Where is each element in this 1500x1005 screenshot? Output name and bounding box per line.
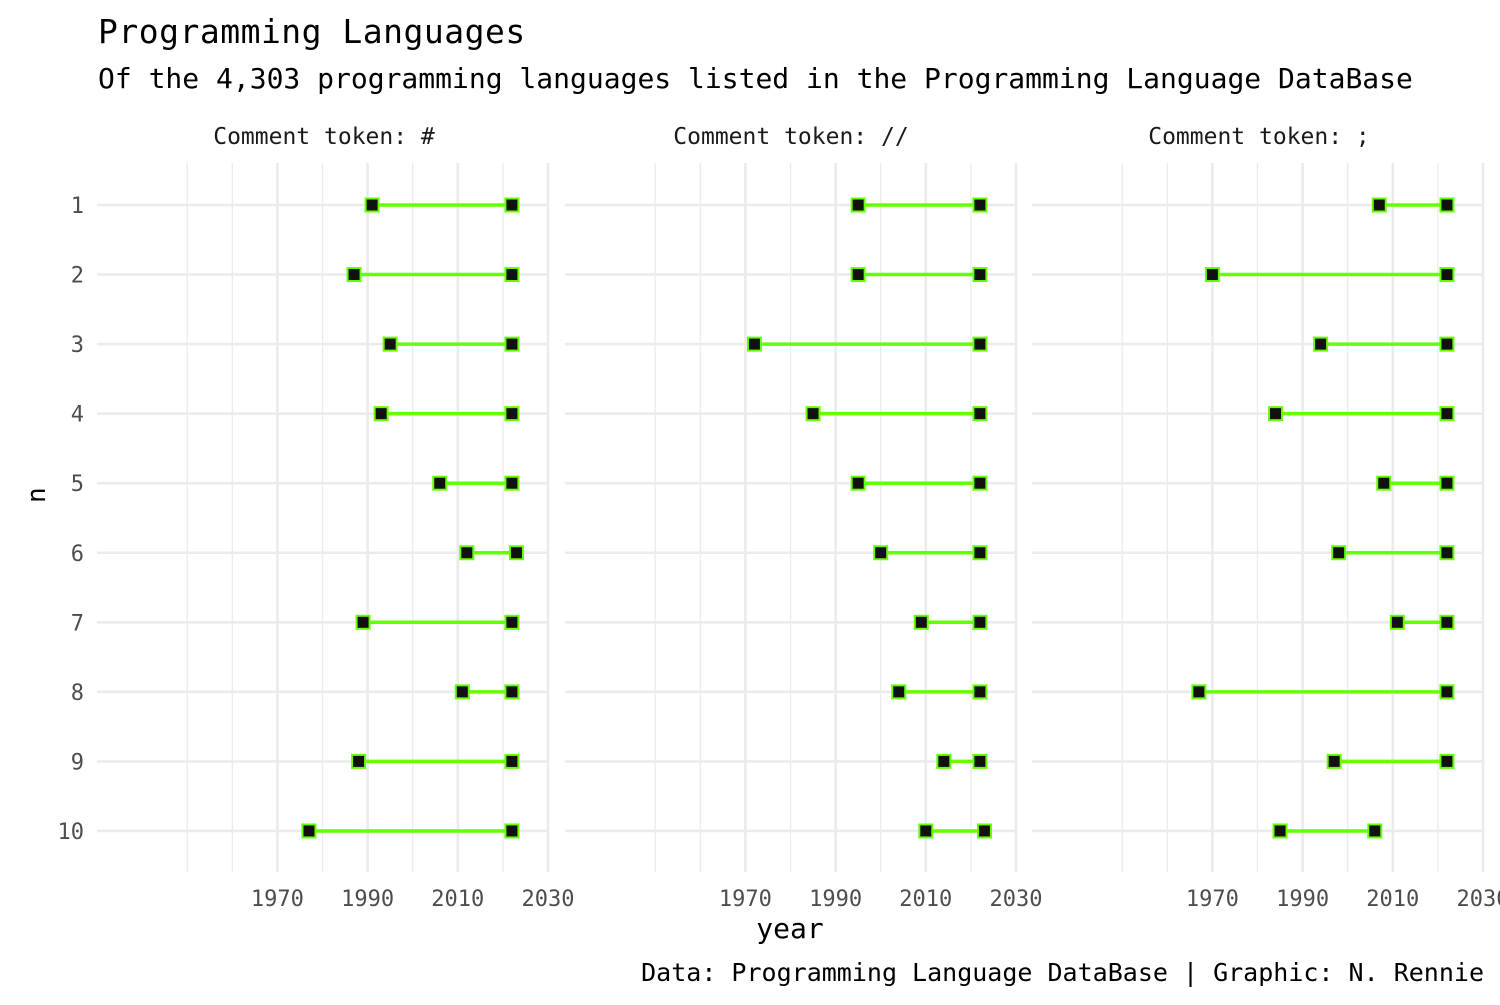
x-tick-label: 2010 bbox=[1366, 887, 1419, 912]
end-point bbox=[1439, 336, 1455, 352]
x-tick-label: 2030 bbox=[1457, 887, 1500, 912]
start-point bbox=[301, 823, 317, 839]
end-point bbox=[504, 753, 520, 769]
facet-strip-hash: Comment token: # bbox=[213, 124, 435, 150]
end-point bbox=[972, 545, 988, 561]
end-point bbox=[972, 614, 988, 630]
y-tick-label: 4 bbox=[71, 403, 84, 428]
end-point bbox=[972, 197, 988, 213]
y-tick-label: 3 bbox=[71, 333, 84, 358]
x-tick-label: 1990 bbox=[341, 887, 394, 912]
x-tick-label: 1970 bbox=[251, 887, 304, 912]
y-tick-label: 8 bbox=[71, 681, 84, 706]
start-point bbox=[805, 406, 821, 422]
end-point bbox=[504, 267, 520, 283]
end-point bbox=[1439, 267, 1455, 283]
start-point bbox=[850, 475, 866, 491]
y-tick-label: 1 bbox=[71, 194, 84, 219]
start-point bbox=[873, 545, 889, 561]
facet-strip-slashes: Comment token: // bbox=[673, 124, 909, 150]
end-point bbox=[504, 614, 520, 630]
start-point bbox=[364, 197, 380, 213]
end-point bbox=[504, 684, 520, 700]
start-point bbox=[454, 684, 470, 700]
x-tick-label: 1990 bbox=[809, 887, 862, 912]
end-point bbox=[1367, 823, 1383, 839]
x-tick-label: 2010 bbox=[899, 887, 952, 912]
end-point bbox=[976, 823, 992, 839]
chart-subtitle: Of the 4,303 programming languages liste… bbox=[98, 62, 1413, 95]
y-axis-title: n bbox=[22, 487, 52, 503]
start-point bbox=[850, 267, 866, 283]
start-point bbox=[1376, 475, 1392, 491]
start-point bbox=[1313, 336, 1329, 352]
end-point bbox=[972, 406, 988, 422]
end-point bbox=[1439, 406, 1455, 422]
y-tick-label: 7 bbox=[71, 611, 84, 636]
start-point bbox=[432, 475, 448, 491]
start-point bbox=[850, 197, 866, 213]
end-point bbox=[504, 336, 520, 352]
start-point bbox=[346, 267, 362, 283]
chart-title: Programming Languages bbox=[98, 12, 526, 51]
end-point bbox=[504, 406, 520, 422]
start-point bbox=[1191, 684, 1207, 700]
chart-caption: Data: Programming Language DataBase | Gr… bbox=[641, 958, 1484, 987]
y-tick-label: 5 bbox=[71, 472, 84, 497]
end-point bbox=[972, 336, 988, 352]
start-point bbox=[355, 614, 371, 630]
x-tick-label: 1970 bbox=[1186, 887, 1239, 912]
y-tick-label: 9 bbox=[71, 750, 84, 775]
start-point bbox=[351, 753, 367, 769]
start-point bbox=[746, 336, 762, 352]
x-tick-label: 1970 bbox=[719, 887, 772, 912]
x-tick-label: 2030 bbox=[990, 887, 1043, 912]
end-point bbox=[504, 823, 520, 839]
start-point bbox=[913, 614, 929, 630]
start-point bbox=[918, 823, 934, 839]
end-point bbox=[1439, 545, 1455, 561]
end-point bbox=[972, 684, 988, 700]
facet-strip-semicolon: Comment token: ; bbox=[1148, 124, 1370, 150]
y-tick-label: 6 bbox=[71, 542, 84, 567]
end-point bbox=[1439, 197, 1455, 213]
start-point bbox=[1204, 267, 1220, 283]
start-point bbox=[373, 406, 389, 422]
end-point bbox=[508, 545, 524, 561]
start-point bbox=[1371, 197, 1387, 213]
start-point bbox=[459, 545, 475, 561]
x-tick-label: 1990 bbox=[1276, 887, 1329, 912]
y-tick-label: 2 bbox=[71, 264, 84, 289]
x-tick-label: 2030 bbox=[522, 887, 575, 912]
end-point bbox=[972, 475, 988, 491]
end-point bbox=[972, 753, 988, 769]
start-point bbox=[936, 753, 952, 769]
start-point bbox=[1268, 406, 1284, 422]
end-point bbox=[972, 267, 988, 283]
end-point bbox=[1439, 753, 1455, 769]
y-tick-label: 10 bbox=[58, 820, 85, 845]
end-point bbox=[1439, 614, 1455, 630]
x-tick-label: 2010 bbox=[431, 887, 484, 912]
start-point bbox=[1389, 614, 1405, 630]
start-point bbox=[1326, 753, 1342, 769]
start-point bbox=[1272, 823, 1288, 839]
x-axis-title: year bbox=[756, 912, 824, 945]
end-point bbox=[504, 197, 520, 213]
start-point bbox=[1331, 545, 1347, 561]
start-point bbox=[891, 684, 907, 700]
end-point bbox=[504, 475, 520, 491]
end-point bbox=[1439, 475, 1455, 491]
start-point bbox=[382, 336, 398, 352]
end-point bbox=[1439, 684, 1455, 700]
